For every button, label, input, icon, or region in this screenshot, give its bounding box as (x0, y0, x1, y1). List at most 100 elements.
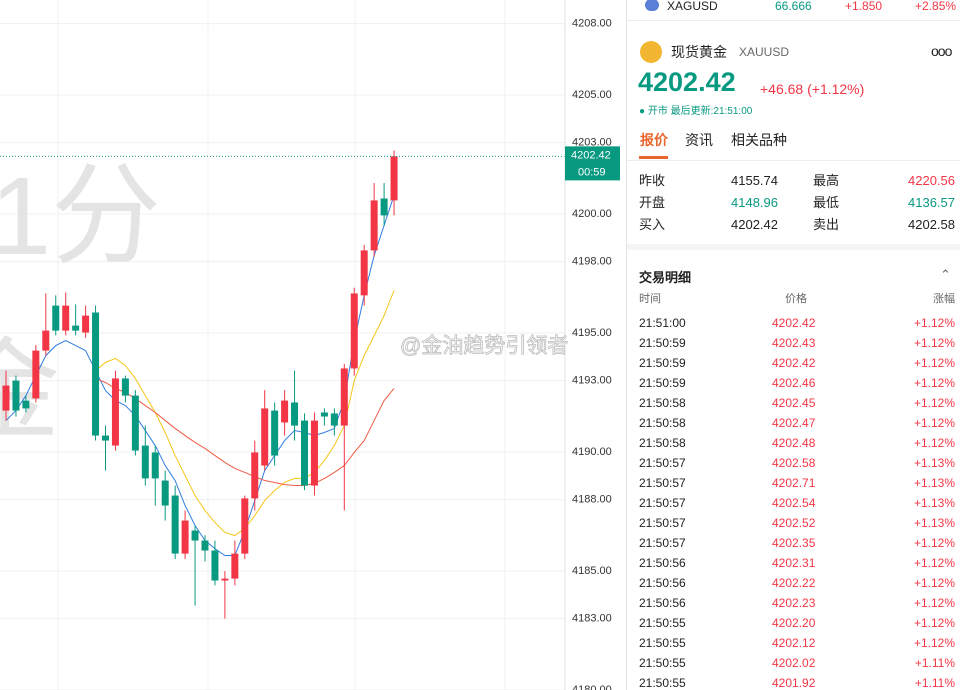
candle-body (340, 368, 348, 426)
stat-label: 最高 (813, 173, 840, 188)
trade-change: +1.12% (913, 396, 955, 410)
y-tick-label: 4180.00 (572, 684, 612, 690)
collapse-toggle[interactable]: ⌃ (940, 267, 951, 282)
trade-time: 21:50:57 (639, 536, 686, 550)
trade-change: +1.12% (913, 416, 955, 430)
trade-change: +1.11% (914, 676, 955, 690)
last-price-tag (565, 146, 620, 181)
chart: 1分 金 4208.00 4205.00 4203.00 4200.00 4198.00… (0, 0, 620, 690)
stat-value: 4136.57 (908, 195, 955, 210)
tab[interactable]: 相关品种 (731, 132, 787, 148)
candle-body (191, 530, 199, 541)
ticker-change-pct: +2.85% (915, 0, 957, 13)
trade-time: 21:50:58 (639, 436, 686, 450)
current-price: 4202.42 (638, 67, 736, 97)
trade-time: 21:50:56 (639, 576, 686, 590)
ticker-change: +1.850 (845, 0, 883, 13)
ticker-price: 66.666 (775, 0, 812, 13)
trade-price: 4202.46 (772, 376, 816, 390)
trade-change: +1.13% (913, 456, 955, 470)
trade-change: +1.12% (913, 556, 955, 570)
trade-price: 4202.43 (772, 336, 816, 350)
candle-body (2, 385, 10, 411)
moving-average-line (95, 377, 395, 487)
trade-price: 4202.52 (772, 516, 816, 530)
candle-body (301, 420, 308, 486)
plot (0, 150, 565, 619)
trade-price: 4202.58 (772, 456, 816, 470)
y-tick-label: 4208.00 (572, 17, 612, 29)
candle-body (12, 380, 20, 411)
candle-body (32, 350, 40, 399)
column-header: 价格 (785, 293, 807, 305)
trade-change: +1.12% (913, 436, 955, 450)
tab[interactable]: 报价 (640, 132, 668, 148)
candle-body (350, 293, 358, 369)
trade-price: 4202.54 (772, 496, 816, 510)
stat-label: 开盘 (639, 195, 666, 210)
trade-time: 21:50:55 (639, 676, 686, 690)
more-menu[interactable]: ooo (931, 43, 952, 59)
candle-body (380, 198, 388, 216)
trade-price: 4202.35 (772, 536, 816, 550)
trade-time: 21:50:55 (639, 636, 686, 650)
candle-body (211, 550, 219, 581)
candle-body (42, 330, 50, 351)
trade-time: 21:50:55 (639, 656, 686, 670)
candle-body (291, 402, 299, 426)
y-tick-label: 4198.00 (572, 255, 612, 267)
candle-body (151, 452, 159, 479)
tab-underline (639, 156, 668, 159)
trade-price: 4202.22 (772, 576, 816, 590)
trade-time: 21:50:56 (639, 556, 686, 570)
column-header: 时间 (639, 293, 661, 305)
status-text: 开市 (647, 106, 668, 117)
trades-title: 交易明细 (639, 270, 692, 285)
candle-body (181, 520, 189, 554)
candle-body (241, 498, 249, 554)
trade-time: 21:50:58 (639, 416, 686, 430)
divider (627, 160, 960, 161)
trade-price: 4202.02 (772, 656, 816, 670)
trade-price: 4201.92 (772, 676, 816, 690)
trade-time: 21:50:59 (639, 356, 686, 370)
y-tick-label: 4188.00 (572, 493, 612, 505)
candle-body (231, 553, 239, 579)
candle-body (310, 420, 318, 486)
instrument-name: 现货黄金 (671, 44, 727, 60)
candle-body (370, 200, 378, 251)
trade-time: 21:50:57 (639, 476, 686, 490)
trade-price: 4202.48 (772, 436, 816, 450)
trade-time: 21:50:57 (639, 516, 686, 530)
candle-body (201, 540, 209, 551)
trade-change: +1.13% (913, 516, 955, 530)
candle-body (360, 250, 368, 296)
candle-body (320, 412, 328, 417)
candle-body (390, 156, 398, 201)
instrument-symbol: XAUUSD (739, 45, 790, 59)
price-change: +46.68 (+1.12%) (760, 81, 865, 97)
trade-change: +1.12% (913, 376, 955, 390)
divider (627, 20, 960, 21)
candle-body (82, 315, 90, 333)
tab[interactable]: 资讯 (685, 132, 713, 148)
trade-price: 4202.45 (772, 396, 816, 410)
y-tick-label: 4183.00 (572, 613, 612, 625)
candle-body (111, 378, 119, 446)
stat-label: 买入 (639, 217, 666, 232)
trade-price: 4202.42 (772, 316, 816, 330)
divider (627, 244, 960, 250)
trade-change: +1.12% (913, 536, 955, 550)
stat-label: 昨收 (639, 173, 666, 188)
ticker-symbol[interactable]: XAGUSD (667, 0, 718, 13)
y-tick-label: 4203.00 (572, 136, 612, 148)
y-tick-label: 4200.00 (572, 208, 612, 220)
last-update: 最后更新:21:51:00 (670, 106, 753, 117)
side-panel: XAGUSD 66.666 +1.850 +2.85% 现货黄金 XAUUSD … (626, 0, 960, 690)
y-tick-label: 4205.00 (572, 89, 612, 101)
trade-change: +1.12% (913, 316, 955, 330)
trade-change: +1.13% (913, 476, 955, 490)
last-price-label: 4202.42 (571, 149, 611, 161)
candle-body (251, 452, 259, 499)
silver-icon (645, 0, 659, 11)
